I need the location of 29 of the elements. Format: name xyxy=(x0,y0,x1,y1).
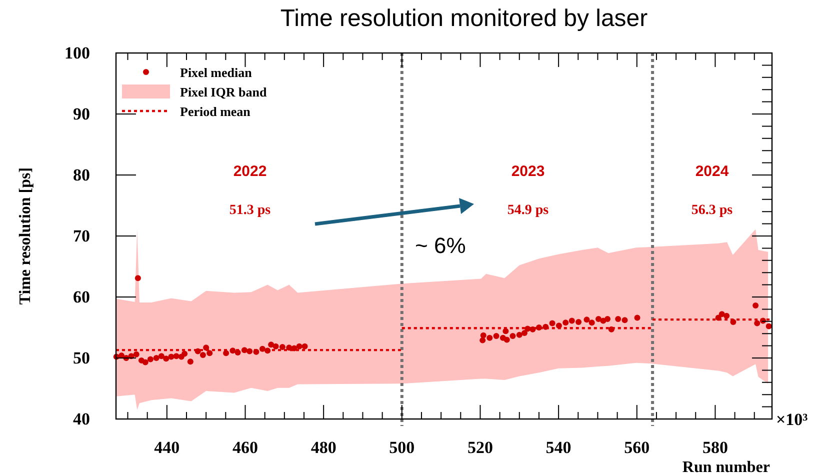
y-tick-label: 90 xyxy=(73,104,90,124)
y-tick-label: 50 xyxy=(73,348,90,368)
legend-label: Pixel median xyxy=(180,65,253,80)
annotation: 51.3 ps xyxy=(229,203,272,218)
y-axis-title: Time resolution [ps] xyxy=(17,167,34,305)
x-tick-label: 560 xyxy=(624,438,650,458)
x-tick-label: 480 xyxy=(310,438,336,458)
y-tick-label: 60 xyxy=(73,287,90,306)
x-tick-label: 440 xyxy=(154,438,180,458)
annotation: 2023 xyxy=(511,163,545,180)
chart-title: Time resolution monitored by laser xyxy=(280,5,648,32)
annotation: 2024 xyxy=(695,163,730,180)
x-axis-title: Run number xyxy=(682,459,770,476)
x-tick-label: 580 xyxy=(702,438,728,458)
annotation: 54.9 ps xyxy=(507,203,550,218)
annotation: 56.3 ps xyxy=(691,203,734,218)
x-tick-label: 500 xyxy=(389,438,415,458)
x-tick-label: 540 xyxy=(546,438,572,458)
legend-label: Period mean xyxy=(180,104,252,119)
x-tick-label: 460 xyxy=(232,438,258,458)
y-tick-label: 40 xyxy=(73,409,90,428)
x-tick-label: 520 xyxy=(467,438,493,458)
annotation: ~ 6% xyxy=(415,233,466,258)
annotation: 2022 xyxy=(233,163,267,180)
legend-label: Pixel IQR band xyxy=(180,84,268,100)
y-tick-label: 100 xyxy=(64,43,90,62)
y-tick-label: 80 xyxy=(73,165,90,184)
text: ×10³ xyxy=(776,410,808,429)
y-tick-label: 70 xyxy=(73,226,90,246)
